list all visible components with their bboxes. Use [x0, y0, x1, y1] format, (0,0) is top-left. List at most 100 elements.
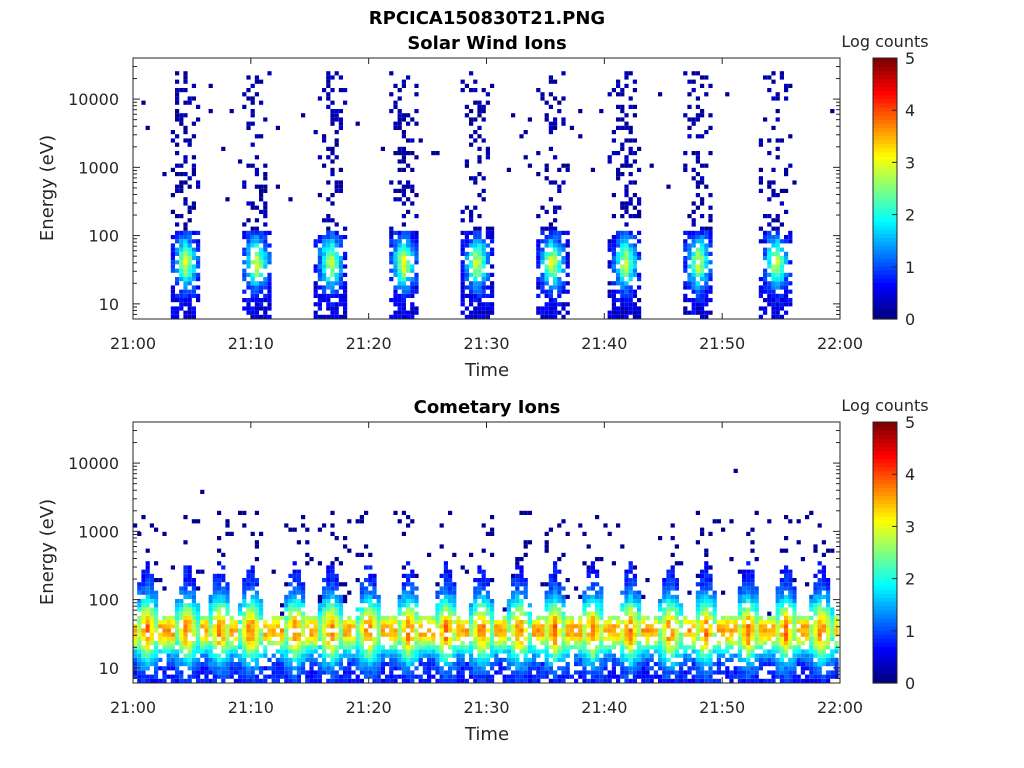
heatmap-cell [691, 620, 696, 625]
heatmap-cell [611, 670, 616, 675]
heatmap-cell [515, 662, 520, 667]
heatmap-cell [326, 314, 331, 319]
heatmap-cell [658, 628, 663, 633]
heatmap-cell [708, 666, 713, 671]
heatmap-cell [200, 666, 205, 671]
heatmap-cell [704, 611, 709, 616]
heatmap-cell [502, 666, 507, 671]
heatmap-cell [679, 561, 684, 566]
heatmap-cell [179, 264, 184, 269]
heatmap-cell [800, 649, 805, 654]
heatmap-cell [456, 649, 461, 654]
heatmap-cell [645, 662, 650, 667]
heatmap-cell [599, 624, 604, 629]
heatmap-cell [582, 641, 587, 646]
heatmap-cell [767, 214, 772, 219]
heatmap-cell [624, 251, 629, 256]
heatmap-cell [401, 113, 406, 118]
heatmap-cell [779, 293, 784, 298]
heatmap-cell [742, 670, 747, 675]
heatmap-cell [788, 645, 793, 650]
heatmap-cell [742, 636, 747, 641]
heatmap-cell [775, 218, 780, 223]
heatmap-cell [427, 636, 432, 641]
heatmap-cell [813, 594, 818, 599]
heatmap-cell [763, 310, 768, 315]
heatmap-cell [519, 510, 524, 515]
heatmap-cell [179, 230, 184, 235]
heatmap-cell [616, 176, 621, 181]
heatmap-cell [683, 678, 688, 683]
heatmap-cell [284, 599, 289, 604]
heatmap-cell [246, 603, 251, 608]
heatmap-cell [175, 239, 180, 244]
heatmap-cell [179, 641, 184, 646]
heatmap-cell [452, 599, 457, 604]
heatmap-cell [553, 611, 558, 616]
colorbar-swatch [873, 176, 897, 181]
heatmap-cell [448, 624, 453, 629]
heatmap-cell [179, 247, 184, 252]
heatmap-cell [154, 594, 159, 599]
heatmap-cell [397, 251, 402, 256]
heatmap-cell [330, 674, 335, 679]
heatmap-cell [170, 260, 175, 265]
heatmap-cell [259, 603, 264, 608]
heatmap-cell [704, 645, 709, 650]
heatmap-cell [771, 674, 776, 679]
heatmap-cell [343, 298, 348, 303]
heatmap-cell [704, 289, 709, 294]
heatmap-cell [607, 657, 612, 662]
heatmap-cell [343, 88, 348, 93]
heatmap-cell [788, 302, 793, 307]
heatmap-cell [477, 293, 482, 298]
heatmap-cell [574, 662, 579, 667]
heatmap-cell [670, 670, 675, 675]
heatmap-cell [586, 603, 591, 608]
heatmap-cell [553, 670, 558, 675]
heatmap-cell [620, 607, 625, 612]
heatmap-cell [322, 662, 327, 667]
heatmap-cell [763, 306, 768, 311]
heatmap-cell [695, 678, 700, 683]
heatmap-cell [792, 636, 797, 641]
heatmap-cell [649, 657, 654, 662]
heatmap-cell [691, 666, 696, 671]
heatmap-cell [775, 109, 780, 114]
heatmap-cell [691, 209, 696, 214]
heatmap-cell [284, 645, 289, 650]
heatmap-cell [582, 674, 587, 679]
heatmap-cell [334, 289, 339, 294]
heatmap-cell [536, 620, 541, 625]
heatmap-cell [187, 641, 192, 646]
heatmap-cell [813, 662, 818, 667]
heatmap-cell [729, 657, 734, 662]
heatmap-cell [481, 277, 486, 282]
heatmap-cell [502, 649, 507, 654]
heatmap-cell [557, 599, 562, 604]
heatmap-cell [217, 628, 222, 633]
heatmap-cell [611, 306, 616, 311]
heatmap-cell [183, 678, 188, 683]
heatmap-cell [632, 662, 637, 667]
heatmap-cell [301, 632, 306, 637]
heatmap-cell [523, 636, 528, 641]
heatmap-cell [296, 666, 301, 671]
heatmap-cell [254, 92, 259, 97]
heatmap-cell [645, 624, 650, 629]
heatmap-cell [477, 113, 482, 118]
heatmap-cell [658, 678, 663, 683]
heatmap-cell [645, 578, 650, 583]
heatmap-cell [763, 230, 768, 235]
heatmap-cell [620, 272, 625, 277]
heatmap-cell [443, 615, 448, 620]
heatmap-cell [666, 594, 671, 599]
heatmap-cell [821, 657, 826, 662]
heatmap-cell [191, 277, 196, 282]
heatmap-cell [456, 624, 461, 629]
heatmap-cell [767, 657, 772, 662]
heatmap-cell [284, 662, 289, 667]
heatmap-cell [607, 674, 612, 679]
heatmap-cell [599, 645, 604, 650]
heatmap-cell [393, 674, 398, 679]
